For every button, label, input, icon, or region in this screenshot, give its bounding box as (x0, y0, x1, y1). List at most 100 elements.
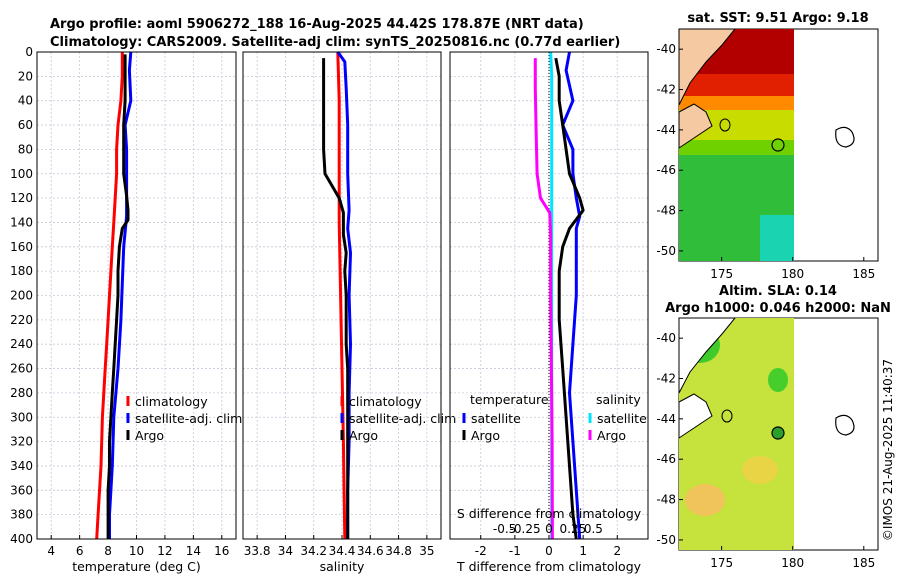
top-axis-tick-label: 0.5 (584, 522, 603, 536)
map-y-tick-label: -48 (656, 204, 676, 218)
sla-map: 175 180 185 -40 -42 -44 -46 -48 -50 (656, 317, 879, 570)
sla-argo-marker (771, 426, 785, 440)
x-tick-label: -1 (509, 544, 521, 558)
map-x-tick-label: 185 (852, 556, 875, 570)
x-axis-label: temperature (deg C) (72, 559, 201, 574)
sst-island (835, 126, 855, 148)
figure-title-line1: Argo profile: aoml 5906272_188 16-Aug-20… (50, 17, 584, 32)
sla-yellow-blob (742, 456, 778, 484)
map-x-tick-label: 185 (852, 267, 875, 281)
sst-cool-patch (760, 215, 794, 261)
series-line (561, 51, 582, 540)
map-y-tick-label: -44 (656, 412, 676, 426)
sst-lime-band (679, 140, 794, 155)
depth-tick-label: 360 (10, 483, 33, 497)
sst-orange-band (679, 96, 794, 110)
legend-label: satellite (597, 411, 647, 426)
depth-tick-label: 340 (10, 459, 33, 473)
sst-land-south (678, 103, 713, 149)
series-line (554, 57, 585, 540)
depth-tick-label: 240 (10, 337, 33, 351)
legend-label: satellite-adj. clim (349, 411, 456, 426)
depth-tick-label: 280 (10, 386, 33, 400)
x-axis-label: salinity (320, 559, 365, 574)
sst-map-title: sat. SST: 9.51 Argo: 9.18 (687, 11, 868, 26)
legend-header: temperature (470, 392, 549, 407)
depth-tick-label: 100 (10, 167, 33, 181)
map-y-tick-label: -40 (656, 331, 676, 345)
depth-tick-label: 180 (10, 264, 33, 278)
depth-tick-label: 160 (10, 240, 33, 254)
map-y-tick-label: -46 (656, 163, 676, 177)
x-tick-label: 10 (129, 544, 144, 558)
x-tick-label: 12 (157, 544, 172, 558)
legend-label: Argo (349, 428, 378, 443)
map-y-tick-label: -46 (656, 452, 676, 466)
sst-red-band (679, 74, 794, 96)
sla-map-axis: 175 180 185 -40 -42 -44 -46 -48 -50 (656, 331, 875, 570)
sst-argo-marker (771, 138, 785, 152)
series-line (106, 54, 130, 539)
map-y-tick-label: -48 (656, 493, 676, 507)
map-x-tick-label: 175 (710, 556, 733, 570)
x-tick-label: 6 (76, 544, 84, 558)
x-tick-label: 4 (47, 544, 55, 558)
x-tick-label: 0 (545, 544, 553, 558)
sst-map: 175 180 185 -40 -42 -44 -46 -48 -50 (656, 28, 879, 281)
top-axis-tick-label: -0.5 (493, 522, 516, 536)
temperature-panel: 4 6 8 10 12 14 16 temperature (deg C) 0 20 40 60 80 1… (10, 45, 242, 574)
sla-green-blob-2 (768, 368, 788, 392)
x-tick-label: -2 (475, 544, 487, 558)
legend-label: Argo (135, 428, 164, 443)
depth-tick-label: 260 (10, 362, 33, 376)
x-tick-label: 16 (214, 544, 229, 558)
x-tick-label: 2 (613, 544, 621, 558)
series-line (336, 51, 347, 540)
difference-panel: -2 -1 0 1 2T difference from climatology temp… (449, 51, 649, 574)
map-y-tick-label: -44 (656, 123, 676, 137)
depth-tick-label: 320 (10, 435, 33, 449)
series-line (108, 51, 133, 539)
depth-tick-label: 140 (10, 215, 33, 229)
depth-tick-label: 380 (10, 508, 33, 522)
legend-label: Argo (471, 428, 500, 443)
x-tick-label: 34.8 (385, 544, 412, 558)
series-line (533, 58, 554, 540)
map-x-tick-label: 180 (781, 267, 804, 281)
sst-land (678, 28, 737, 106)
top-axis-tick-label: 0 (545, 522, 553, 536)
depth-tick-label: 400 (10, 532, 33, 546)
top-axis-label: S difference from climatology (457, 506, 642, 521)
map-x-tick-label: 175 (710, 267, 733, 281)
sla-island (835, 414, 855, 436)
sst-lake (719, 118, 731, 132)
depth-tick-label: 20 (18, 69, 33, 83)
depth-tick-label: 120 (10, 191, 33, 205)
depth-tick-label: 80 (18, 142, 33, 156)
legend-label: Argo (597, 428, 626, 443)
sla-map-title2: Argo h1000: 0.046 h2000: NaN (665, 301, 891, 316)
legend-label: satellite (471, 411, 521, 426)
depth-tick-label: 0 (25, 45, 33, 59)
legend-label: satellite-adj. clim (135, 411, 242, 426)
depth-tick-label: 220 (10, 313, 33, 327)
x-tick-label: 1 (579, 544, 587, 558)
x-tick-label: 34.6 (357, 544, 384, 558)
legend-header: salinity (596, 392, 641, 407)
figure-title-line2: Climatology: CARS2009. Satellite-adj cli… (50, 35, 620, 50)
top-axis-tick-label: 0.25 (560, 522, 587, 536)
imos-credit: ©IMOS 21-Aug-2025 11:40:37 (881, 359, 895, 541)
x-tick-label: 34.2 (300, 544, 327, 558)
x-tick-label: 14 (186, 544, 201, 558)
depth-tick-label: 200 (10, 289, 33, 303)
sla-map-title1: Altim. SLA: 0.14 (719, 284, 837, 299)
x-tick-label: 8 (104, 544, 112, 558)
x-tick-label: 34.4 (329, 544, 356, 558)
series-line (95, 52, 124, 540)
sla-land-south (678, 393, 713, 439)
depth-tick-label: 40 (18, 94, 33, 108)
map-y-tick-label: -50 (656, 533, 676, 547)
x-tick-label: 34 (278, 544, 293, 558)
depth-tick-label: 300 (10, 410, 33, 424)
